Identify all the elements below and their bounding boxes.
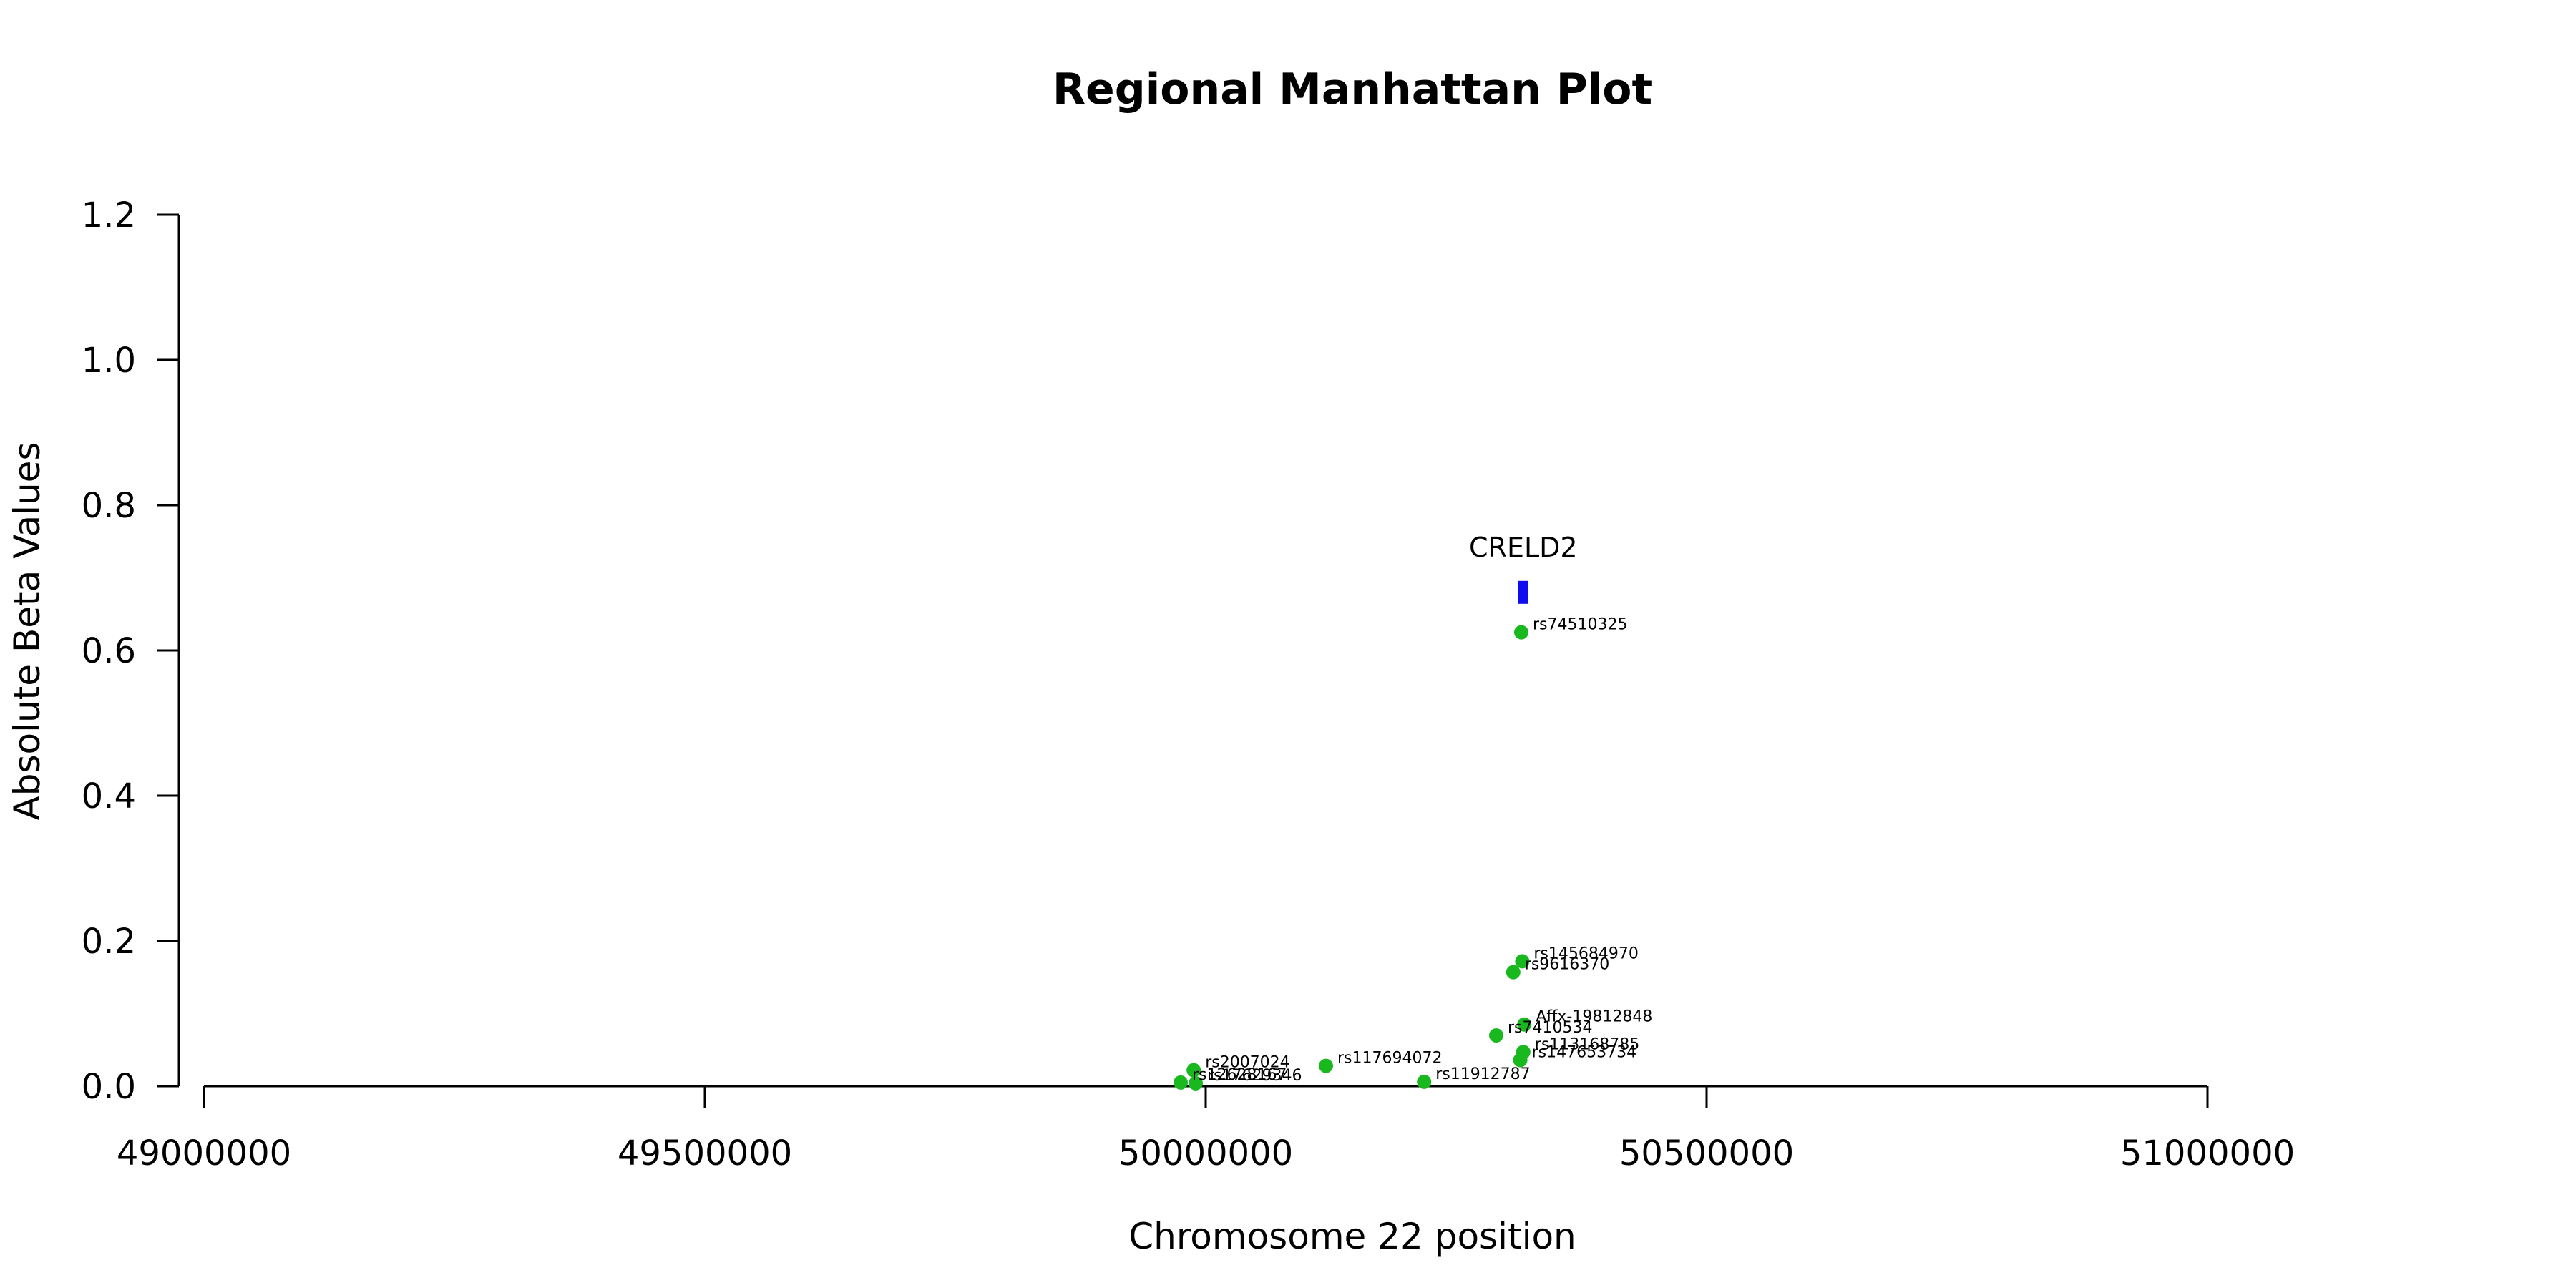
snp-point [1517,1017,1532,1032]
snp-label: rs113168785 [1535,1035,1639,1053]
gene-bar [1518,580,1528,604]
gene-track: CRELD2 [1469,532,1578,604]
snp-point [1506,965,1521,980]
snp-point [1489,1028,1503,1043]
snp-point [1417,1074,1432,1089]
snp-point [1514,625,1528,640]
snp-point [1515,954,1530,969]
y-tick-label: 0.0 [82,1067,136,1107]
y-tick-label: 0.6 [82,631,136,671]
chart-title: Regional Manhattan Plot [1053,64,1652,114]
snp-label: rs145684970 [1533,945,1638,962]
y-tick-label: 0.8 [82,486,136,526]
snp-label: rs74510325 [1533,616,1627,634]
x-tick-label: 49500000 [618,1133,792,1174]
y-tick-label: 0.4 [82,776,136,816]
snp-label: rs117694072 [1337,1050,1442,1068]
y-tick-label: 0.2 [82,922,136,962]
x-tick-label: 50500000 [1619,1133,1794,1174]
snp-point [1513,1053,1528,1068]
snp-label: rs2007024 [1205,1054,1290,1072]
x-axis-label: Chromosome 22 position [1128,1216,1576,1257]
y-axis-label: Absolute Beta Values [6,442,48,821]
snp-point [1174,1075,1188,1090]
y-axis-ticks: 0.0 0.2 0.4 0.6 0.8 1.0 1.2 [82,195,179,1107]
snp-label: rs147653734 [1532,1043,1636,1061]
gene-label: CRELD2 [1469,532,1578,563]
snp-label: rs7410534 [1508,1019,1593,1037]
x-tick-label: 50000000 [1118,1133,1293,1174]
snp-point [1186,1063,1201,1078]
snp-point [1319,1058,1333,1073]
y-tick-label: 1.0 [82,341,136,381]
snp-label: rs17629346 [1207,1067,1302,1085]
x-tick-label: 51000000 [2120,1133,2295,1174]
snp-label: rs12628167 [1192,1066,1287,1084]
snp-label: rs11912787 [1435,1065,1530,1083]
snp-point [1189,1075,1203,1091]
snp-label: Affx-19812848 [1536,1008,1652,1026]
y-tick-label: 1.2 [82,195,136,235]
x-axis-ticks: 49000000 49500000 50000000 50500000 51000000 [117,1086,2295,1174]
x-tick-label: 49000000 [117,1133,291,1174]
snp-label: rs9616370 [1525,956,1610,974]
